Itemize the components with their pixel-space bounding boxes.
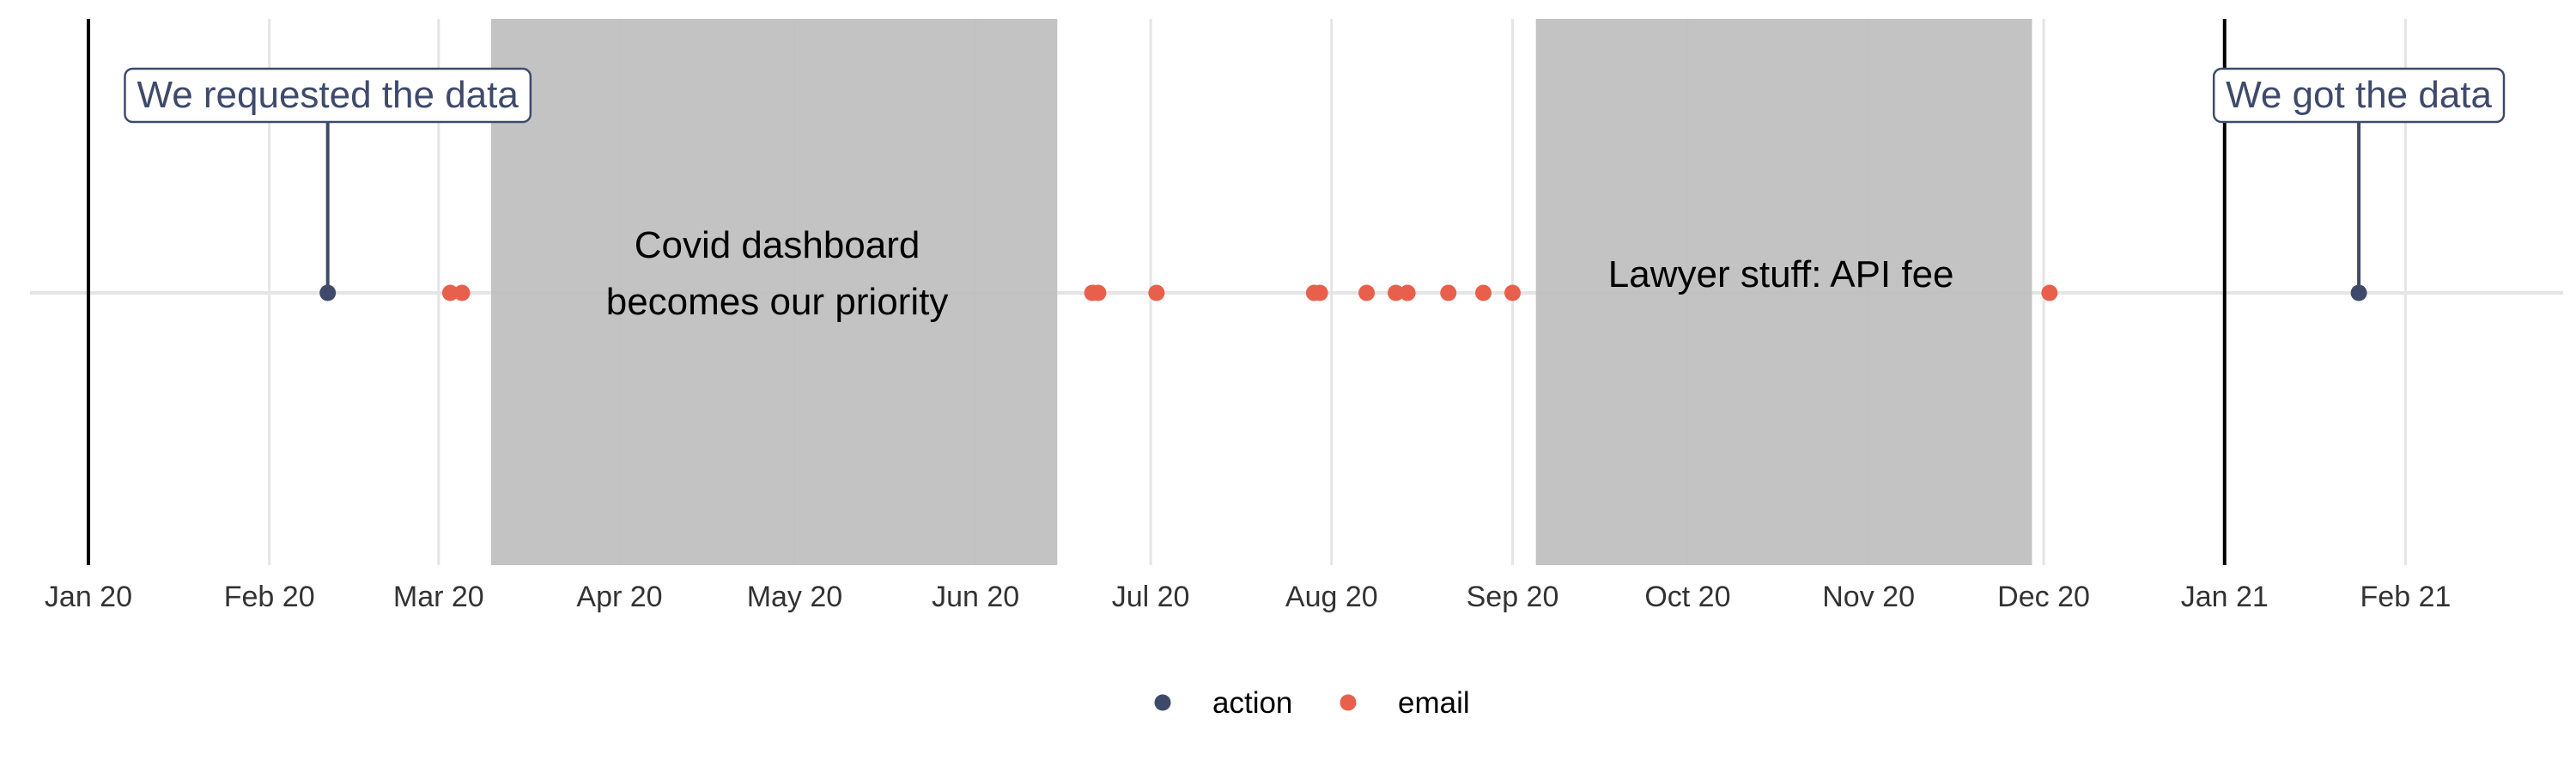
shaded-period-label: Lawyer stuff: API fee: [1608, 253, 1954, 295]
point-email: [453, 284, 471, 301]
point-email: [1148, 284, 1165, 301]
x-tick-label: Jul 20: [1112, 581, 1190, 613]
point-email: [1311, 284, 1328, 301]
data-points: [319, 284, 2367, 301]
shaded-period: [490, 19, 1058, 565]
point-email: [1090, 284, 1107, 301]
legend-key-email: [1340, 694, 1357, 711]
x-tick-label: Nov 20: [1822, 581, 1915, 613]
x-tick-label: Oct 20: [1644, 581, 1730, 613]
x-tick-label: Apr 20: [576, 581, 662, 613]
shaded-period-label: Covid dashboard: [635, 224, 920, 266]
x-tick-label: Mar 20: [393, 581, 484, 613]
legend-item-email: email: [1340, 686, 1470, 720]
x-tick-label: Feb 20: [224, 581, 315, 613]
point-email: [1504, 284, 1521, 301]
legend-key-action: [1154, 694, 1171, 711]
callout: We requested the data: [124, 67, 532, 124]
legend-item-action: action: [1154, 686, 1292, 720]
x-tick-label: Dec 20: [1997, 581, 2090, 613]
shaded-period-label: becomes our priority: [606, 281, 949, 323]
shaded-periods: Covid dashboard becomes our priority Lawye…: [490, 19, 2032, 565]
x-tick-label: Jan 21: [2181, 581, 2269, 613]
callouts: We requested the data We got the data: [124, 67, 2506, 293]
x-tick-label: May 20: [747, 581, 843, 613]
x-tick-label: Sep 20: [1467, 581, 1559, 613]
x-tick-label: Feb 21: [2360, 581, 2451, 613]
callout-box: [124, 67, 532, 124]
x-axis-tick-labels: Jan 20 Feb 20 Mar 20 Apr 20 May 20 Jun 20 Jul …: [45, 581, 2451, 613]
callout-box: [2212, 67, 2506, 124]
point-email: [1388, 284, 1405, 301]
x-tick-label: Jan 20: [45, 581, 132, 613]
x-tick-label: Aug 20: [1285, 581, 1378, 613]
x-tick-label: Jun 20: [932, 581, 1019, 613]
point-email: [1440, 284, 1457, 301]
point-email: [1358, 284, 1376, 301]
point-email: [1475, 284, 1492, 301]
legend-label: action: [1212, 686, 1292, 720]
point-email: [2041, 284, 2058, 301]
shaded-period: [1535, 19, 2032, 565]
callout: We got the data: [2212, 67, 2506, 124]
point-email: [1399, 284, 1416, 301]
legend-label: email: [1398, 686, 1470, 720]
callout-label: We requested the data: [137, 74, 519, 116]
point-email: [441, 284, 459, 301]
legend: action email: [1154, 686, 1470, 720]
callout-label: We got the data: [2226, 74, 2492, 116]
